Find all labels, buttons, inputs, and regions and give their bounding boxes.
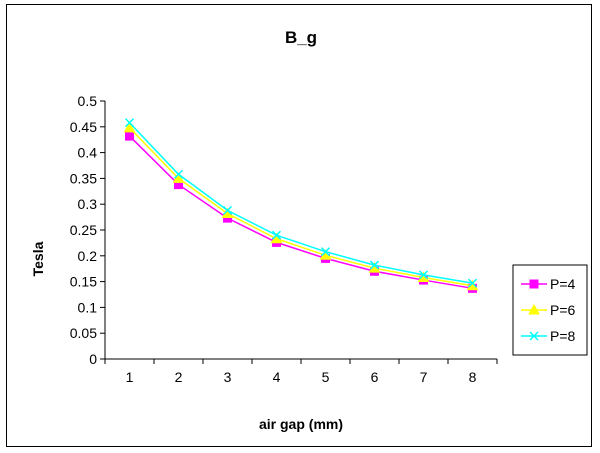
y-axis-title: Tesla (30, 241, 46, 276)
data-point (418, 270, 429, 280)
axes: 0 0.05 0.1 0.15 0.2 0.25 0.3 0.35 0.4 0.45 0.5 1 2 3 4… (70, 93, 498, 385)
legend-label: P=8 (550, 328, 576, 344)
plot-area (105, 101, 497, 359)
data-point (123, 121, 136, 133)
legend-item: P=6 (521, 302, 576, 318)
legend-item: P=4 (521, 276, 576, 292)
line-chart: B_g Tesla air gap (mm) 0 0.05 0.1 0.15 0.2 0.… (30, 28, 588, 432)
series-line (128, 127, 473, 287)
x-tick-label: 4 (273, 369, 281, 385)
data-point (172, 172, 185, 183)
y-tick-label: 0.05 (70, 325, 97, 341)
data-point (173, 169, 184, 179)
y-tick-label: 0.1 (78, 299, 98, 315)
y-tick-label: 0.5 (78, 93, 98, 109)
legend-marker (529, 331, 539, 341)
legend: P=4 P=6 P=8 (512, 264, 588, 356)
x-tick-label: 2 (175, 369, 183, 385)
y-tick-label: 0.35 (70, 170, 97, 186)
x-tick-label: 1 (126, 369, 134, 385)
y-tick-label: 0.15 (70, 274, 97, 290)
data-point (369, 260, 380, 270)
series-p-8 (124, 118, 478, 288)
series-line (128, 135, 473, 290)
y-tick-label: 0.3 (78, 196, 98, 212)
legend-label: P=4 (550, 276, 576, 292)
y-tick-label: 0 (89, 351, 97, 367)
series-layer (123, 118, 479, 293)
series-line (128, 122, 473, 284)
y-tick-label: 0.45 (70, 119, 97, 135)
data-point (222, 205, 233, 215)
x-axis-title: air gap (mm) (259, 416, 343, 432)
x-tick-label: 6 (371, 369, 379, 385)
x-tick-label: 3 (224, 369, 232, 385)
x-tick-label: 7 (420, 369, 428, 385)
x-tick-label: 5 (322, 369, 330, 385)
legend-marker (529, 279, 539, 289)
chart-frame: B_g Tesla air gap (mm) 0 0.05 0.1 0.15 0.2 0.… (6, 4, 592, 447)
chart-title: B_g (285, 28, 317, 47)
data-point (125, 131, 134, 141)
y-tick-label: 0.4 (78, 145, 98, 161)
data-point (124, 118, 135, 128)
x-tick-label: 8 (469, 369, 477, 385)
legend-item: P=8 (521, 328, 576, 344)
data-point (271, 230, 282, 240)
legend-label: P=6 (550, 302, 576, 318)
legend-marker (528, 303, 540, 315)
data-point (320, 247, 331, 257)
y-tick-label: 0.2 (78, 248, 98, 264)
y-tick-label: 0.25 (70, 222, 97, 238)
data-point (467, 278, 478, 288)
